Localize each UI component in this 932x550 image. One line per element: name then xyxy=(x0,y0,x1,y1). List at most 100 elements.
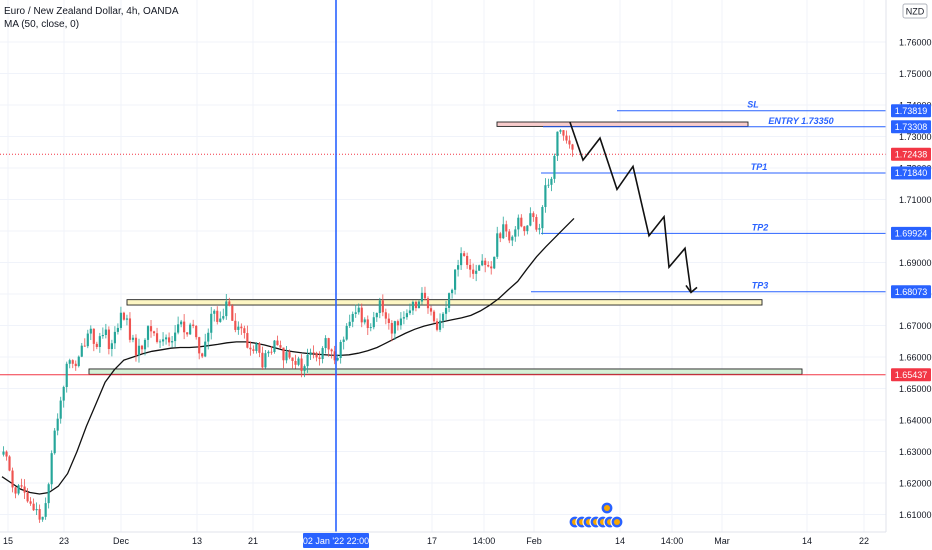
candle-body xyxy=(177,324,180,333)
candle-body xyxy=(270,351,273,353)
candle-body xyxy=(384,312,387,319)
candle-body xyxy=(98,336,101,348)
candle-body xyxy=(457,265,460,270)
candle-body xyxy=(50,453,53,485)
candle-body xyxy=(279,345,282,348)
candle-body xyxy=(149,326,153,332)
candle-body xyxy=(92,328,95,344)
currency-badge[interactable]: NZD xyxy=(902,3,928,19)
time-tick-label: 22 xyxy=(859,536,869,546)
level-lines: SL ENTRY 1.73350 TP1 TP2 TP3 xyxy=(0,100,886,376)
candle-body xyxy=(125,318,129,320)
candle-body xyxy=(571,144,574,150)
candle-body xyxy=(62,387,65,401)
candle-body xyxy=(143,339,147,350)
level-name-label: TP2 xyxy=(752,222,769,232)
price-tick-label: 1.71000 xyxy=(899,195,932,205)
candle-body xyxy=(198,337,201,354)
demand-zone[interactable] xyxy=(88,368,803,375)
candle-body xyxy=(294,360,297,365)
chart-title: Euro / New Zealand Dollar, 4h, OANDA xyxy=(4,6,179,17)
candle-body xyxy=(168,337,171,343)
candle-body xyxy=(484,260,487,266)
candle-body xyxy=(134,337,138,356)
candle-body xyxy=(83,345,86,347)
candle-body xyxy=(207,332,210,342)
time-tick-label: Dec xyxy=(113,536,130,546)
time-tick-label: 14 xyxy=(615,536,625,546)
time-tick-label: 14 xyxy=(802,536,812,546)
candle-body xyxy=(481,260,484,266)
time-axis[interactable]: 15 23 Dec 13 21 02 Jan '22 22:00 17 14:00 Feb 14 1… xyxy=(3,533,869,548)
time-tick-label: 13 xyxy=(192,536,202,546)
candle-body xyxy=(110,343,113,350)
candle-body xyxy=(122,312,126,320)
level-price-label: 1.68073 xyxy=(895,287,928,297)
candle-body xyxy=(318,357,321,360)
candle-body xyxy=(276,340,279,346)
supply-zone[interactable] xyxy=(496,121,749,127)
candle-body xyxy=(411,301,415,311)
candle-body xyxy=(438,320,442,330)
candle-body xyxy=(532,213,535,218)
candle-body xyxy=(429,308,433,312)
candle-body xyxy=(113,331,116,344)
candle-body xyxy=(441,313,445,321)
level-price-tag xyxy=(891,120,931,134)
candle-body xyxy=(514,229,517,237)
candle-body xyxy=(213,310,216,314)
candle-body xyxy=(219,318,222,322)
candle-body xyxy=(454,269,457,290)
candle-body xyxy=(171,341,174,343)
candle-body xyxy=(131,337,135,340)
price-tick-label: 1.75000 xyxy=(899,69,932,79)
candle-body xyxy=(44,503,47,517)
candle-body xyxy=(243,328,246,334)
candle-body xyxy=(408,310,412,314)
candle-body xyxy=(351,313,354,322)
candle-body xyxy=(556,131,559,156)
candle-body xyxy=(11,470,14,488)
price-tick-label: 1.67000 xyxy=(899,321,932,331)
level-tags: 1.73819 1.73308 1.71840 1.69924 1.68073 1.654… xyxy=(891,104,931,382)
candle-body xyxy=(285,352,288,361)
candle-body xyxy=(390,323,393,334)
candle-body xyxy=(234,320,237,330)
candle-body xyxy=(444,307,448,314)
crosshair-date-tag xyxy=(303,533,369,548)
candle-body xyxy=(17,485,20,494)
candle-body xyxy=(499,233,502,239)
candle-body xyxy=(426,298,430,309)
candle-body xyxy=(35,509,38,511)
crosshair-date-label: 02 Jan '22 22:00 xyxy=(303,536,369,546)
price-tick-label: 1.61000 xyxy=(899,510,932,520)
candle-body xyxy=(137,345,141,356)
candle-body xyxy=(478,265,481,271)
candle-body xyxy=(237,326,240,330)
candle-body xyxy=(306,354,309,367)
candle-body xyxy=(32,503,35,511)
price-tick-label: 1.66000 xyxy=(899,353,932,363)
candle-body xyxy=(496,233,499,257)
candle-body xyxy=(300,358,303,371)
price-tick-label: 1.63000 xyxy=(899,447,932,457)
candle-body xyxy=(336,357,339,361)
candle-body xyxy=(466,255,469,265)
resistance-zone[interactable] xyxy=(126,299,763,306)
candle-body xyxy=(222,316,225,319)
candle-body xyxy=(402,317,405,319)
candle-body xyxy=(204,341,207,357)
candle-body xyxy=(526,225,529,232)
candle-body xyxy=(520,217,523,227)
candle-body xyxy=(107,329,110,350)
candle-body xyxy=(357,307,360,313)
candle-body xyxy=(14,487,17,494)
candle-body xyxy=(158,341,162,343)
candle-body xyxy=(53,430,56,454)
event-markers[interactable] xyxy=(568,501,624,529)
candle-body xyxy=(553,155,556,179)
candle-body xyxy=(535,217,538,230)
candle-body xyxy=(324,338,327,349)
candle-body xyxy=(460,253,463,266)
